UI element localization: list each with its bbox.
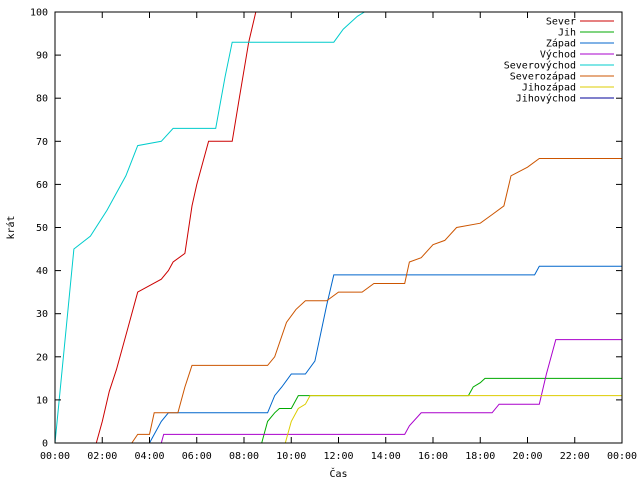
- x-tick-label: 06:00: [182, 451, 212, 462]
- ticks-layer: 00:00 02:00 04:00 06:00 08:00 10:00 12:00 14:00…: [30, 8, 637, 463]
- y-tick-label: 90: [36, 51, 48, 62]
- x-tick-label: 12:00: [323, 451, 353, 462]
- series-line-6: [131, 158, 622, 444]
- y-tick-label: 20: [36, 352, 48, 363]
- legend-label: Východ: [540, 49, 576, 61]
- x-tick-label: 14:00: [371, 451, 401, 462]
- y-tick-label: 80: [36, 94, 48, 105]
- series-line-1: [95, 11, 257, 444]
- x-tick-label: 16:00: [418, 451, 448, 462]
- x-axis-title: Čas: [329, 467, 347, 480]
- x-tick-label: 00:00: [607, 451, 637, 462]
- x-tick-label: 00:00: [40, 451, 70, 462]
- legend-label: Jih: [558, 28, 576, 39]
- series-line-7: [284, 395, 622, 444]
- legend-label: Severovýchod: [504, 60, 576, 72]
- legend: SeverJihZápadVýchodSeverovýchodSeverozáp…: [504, 17, 614, 105]
- legend-label: Sever: [546, 17, 576, 28]
- y-tick-label: 100: [30, 8, 48, 19]
- legend-label: Západ: [546, 38, 576, 50]
- series-line-2: [261, 377, 622, 444]
- x-tick-label: 18:00: [465, 451, 495, 462]
- x-tick-label: 20:00: [512, 451, 542, 462]
- x-tick-label: 10:00: [276, 451, 306, 462]
- y-tick-label: 50: [36, 223, 48, 234]
- legend-label: Jihozápad: [522, 82, 576, 94]
- y-tick-label: 40: [36, 266, 48, 277]
- y-tick-label: 30: [36, 309, 48, 320]
- x-tick-label: 08:00: [229, 451, 259, 462]
- y-tick-label: 60: [36, 180, 48, 191]
- y-tick-label: 70: [36, 137, 48, 148]
- legend-label: Severozápad: [510, 71, 576, 83]
- series-line-5: [54, 11, 365, 444]
- y-tick-label: 0: [42, 439, 48, 450]
- x-tick-label: 04:00: [134, 451, 164, 462]
- series-line-4: [160, 339, 622, 444]
- series-layer: [54, 11, 622, 444]
- y-tick-label: 10: [36, 395, 48, 406]
- x-tick-label: 22:00: [560, 451, 590, 462]
- x-tick-label: 02:00: [87, 451, 117, 462]
- y-axis-title: krát: [5, 215, 17, 239]
- series-line-3: [149, 265, 622, 444]
- legend-label: Jihovýchod: [516, 93, 576, 105]
